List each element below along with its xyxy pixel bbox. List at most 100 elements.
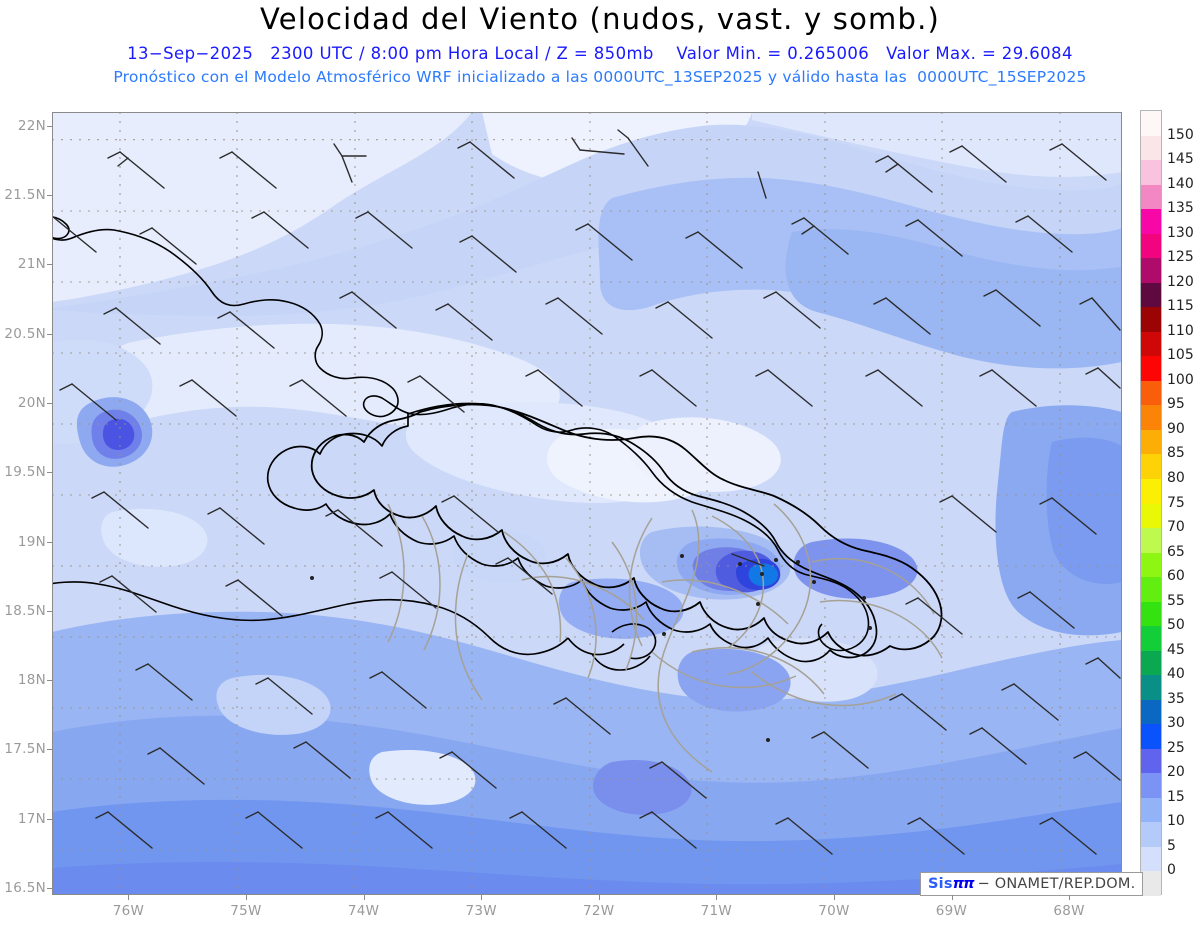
- x-tick-label: 72W: [583, 903, 615, 919]
- colorbar-tick-label: 70: [1167, 519, 1185, 536]
- colorbar-swatch: [1141, 699, 1161, 725]
- colorbar-tick-label: 140: [1167, 175, 1194, 192]
- subtitle-line-1: 13−Sep−2025 2300 UTC / 8:00 pm Hora Loca…: [127, 44, 1073, 63]
- x-tick-mark: [1069, 895, 1071, 900]
- logo-agency-text: − ONAMET/REP.DOM.: [977, 876, 1136, 892]
- y-tick-mark: [47, 333, 52, 335]
- x-tick-label: 68W: [1053, 903, 1085, 919]
- x-tick-mark: [833, 895, 835, 900]
- colorbar-tick-label: 5: [1167, 837, 1176, 854]
- colorbar-swatch: [1141, 724, 1161, 749]
- y-tick-mark: [47, 403, 52, 405]
- map-gridlines: [52, 112, 1122, 895]
- colorbar-tick-label: 95: [1167, 396, 1185, 413]
- logo-tt-icon: ππ: [952, 876, 975, 892]
- x-tick-mark: [363, 895, 365, 900]
- colorbar-swatch: [1141, 258, 1161, 283]
- y-tick-label: 20.5N: [4, 325, 46, 342]
- colorbar-tick-label: 20: [1167, 764, 1185, 781]
- colorbar-tick-label: 45: [1167, 641, 1185, 658]
- colorbar-swatch: [1141, 209, 1161, 234]
- page-title: Velocidad del Viento (nudos, vast. y som…: [259, 2, 940, 36]
- colorbar-tick-label: 0: [1167, 862, 1176, 879]
- x-tick-label: 70W: [818, 903, 850, 919]
- colorbar-swatch: [1141, 356, 1161, 381]
- colorbar-swatch: [1141, 331, 1161, 357]
- colorbar-swatch: [1141, 111, 1161, 136]
- colorbar-tick-label: 90: [1167, 420, 1185, 437]
- wind-speed-map: [52, 112, 1122, 895]
- colorbar-swatch: [1141, 822, 1161, 847]
- y-tick-mark: [47, 195, 52, 197]
- colorbar: [1140, 110, 1162, 896]
- colorbar-tick-label: 145: [1167, 151, 1194, 168]
- x-tick-mark: [246, 895, 247, 900]
- x-tick-mark: [598, 895, 600, 900]
- colorbar-tick-label: 50: [1167, 617, 1185, 634]
- colorbar-swatch: [1141, 184, 1161, 210]
- x-tick-label: 76W: [112, 903, 145, 919]
- colorbar-swatch: [1141, 773, 1161, 798]
- y-tick-label: 18.5N: [4, 602, 46, 619]
- y-tick-mark: [47, 541, 52, 543]
- colorbar-swatch: [1141, 577, 1161, 602]
- colorbar-swatch: [1141, 135, 1161, 161]
- y-tick-mark: [47, 264, 52, 266]
- y-tick-label: 18N: [17, 672, 46, 689]
- y-tick-mark: [47, 888, 52, 890]
- y-tick-mark: [47, 472, 52, 474]
- colorbar-swatch: [1141, 307, 1161, 332]
- colorbar-swatch: [1141, 871, 1161, 896]
- colorbar-swatch: [1141, 503, 1161, 529]
- x-tick-mark: [716, 895, 718, 900]
- colorbar-tick-label: 135: [1167, 200, 1194, 217]
- y-tick-mark: [47, 749, 52, 751]
- x-tick-label: 74W: [347, 903, 380, 919]
- hispaniola-coastline: [266, 402, 878, 663]
- y-tick-label: 22N: [17, 117, 46, 134]
- province-boundaries: [387, 503, 943, 773]
- x-tick-label: 69W: [935, 903, 968, 919]
- colorbar-swatch: [1141, 797, 1161, 823]
- colorbar-swatch: [1141, 675, 1161, 700]
- map-plot-area: [52, 112, 1122, 895]
- y-tick-label: 19.5N: [4, 464, 46, 481]
- colorbar-swatch: [1141, 380, 1161, 406]
- subtitle-line-2: Pronóstico con el Modelo Atmosférico WRF…: [113, 68, 1087, 86]
- colorbar-tick-label: 150: [1167, 126, 1194, 143]
- chart-header: Velocidad del Viento (nudos, vast. y som…: [0, 0, 1200, 95]
- colorbar-tick-label: 55: [1167, 592, 1185, 609]
- colorbar-swatch: [1141, 552, 1161, 578]
- colorbar-tick-label: 35: [1167, 690, 1185, 707]
- colorbar-tick-label: 120: [1167, 273, 1194, 290]
- colorbar-tick-label: 85: [1167, 445, 1185, 462]
- colorbar-tick-label: 105: [1167, 347, 1194, 364]
- colorbar-tick-label: 110: [1167, 322, 1194, 339]
- x-tick-mark: [128, 895, 130, 900]
- colorbar-swatch: [1141, 160, 1161, 185]
- colorbar-tick-label: 30: [1167, 715, 1185, 732]
- city-markers: [310, 554, 872, 742]
- colorbar-swatch: [1141, 528, 1161, 553]
- coastlines: [52, 216, 870, 671]
- colorbar-swatch: [1141, 601, 1161, 627]
- y-tick-label: 21N: [17, 256, 46, 273]
- y-tick-label: 20N: [17, 395, 46, 412]
- colorbar-tick-label: 15: [1167, 788, 1185, 805]
- colorbar-swatch: [1141, 846, 1161, 872]
- colorbar-swatch: [1141, 478, 1161, 504]
- colorbar-tick-label: 125: [1167, 249, 1194, 266]
- colorbar-swatch: [1141, 405, 1161, 430]
- y-tick-mark: [47, 125, 52, 127]
- y-tick-mark: [47, 818, 52, 820]
- shading-field: [52, 112, 1122, 895]
- y-tick-mark: [47, 610, 52, 612]
- y-tick-label: 19N: [17, 533, 46, 550]
- colorbar-swatch: [1141, 429, 1161, 455]
- logo-sis-text: Sis: [928, 876, 953, 892]
- x-tick-label: 73W: [465, 903, 497, 919]
- y-tick-label: 16.5N: [4, 880, 46, 897]
- y-tick-label: 17.5N: [4, 741, 46, 758]
- colorbar-swatch: [1141, 626, 1161, 651]
- colorbar-swatch: [1141, 233, 1161, 259]
